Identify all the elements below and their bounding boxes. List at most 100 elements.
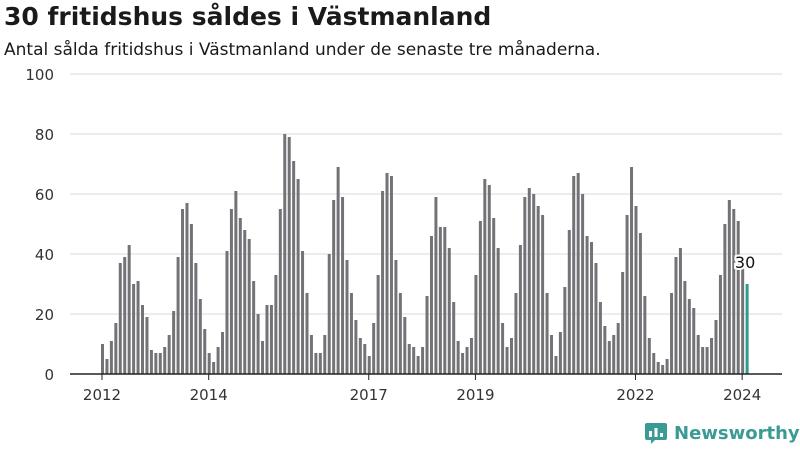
bar: [327, 254, 331, 374]
bar: [474, 275, 478, 374]
bar: [652, 353, 656, 374]
bar: [363, 344, 367, 374]
bar: [741, 260, 745, 374]
bar: [176, 257, 180, 374]
bar: [714, 320, 718, 374]
x-axis-ticks: 2012 2014 2017 2019 2022 2024: [83, 374, 761, 404]
chart-title: 30 fritidshus såldes i Västmanland: [4, 2, 492, 31]
bar: [634, 206, 638, 374]
bar: [305, 293, 309, 374]
bar: [514, 293, 518, 374]
bar: [630, 167, 634, 374]
bar: [594, 263, 598, 374]
bar: [705, 347, 709, 374]
bar: [434, 197, 438, 374]
bar: [447, 248, 451, 374]
bar: [349, 293, 353, 374]
bar: [212, 362, 216, 374]
bar: [207, 353, 211, 374]
bar: [456, 341, 460, 374]
bar: [167, 335, 171, 374]
bar: [692, 308, 696, 374]
bar: [136, 281, 140, 374]
bar: [398, 293, 402, 374]
bar: [683, 281, 687, 374]
bar: [172, 311, 176, 374]
bar: [438, 227, 442, 374]
bar: [221, 332, 225, 374]
bar: [621, 272, 625, 374]
bar: [394, 260, 398, 374]
bar: [478, 221, 482, 374]
bar: [309, 335, 313, 374]
bar: [358, 338, 362, 374]
bar: [452, 302, 456, 374]
bar: [123, 257, 127, 374]
y-tick-label: 60: [35, 186, 54, 204]
bar: [558, 332, 562, 374]
bar: [563, 287, 567, 374]
brand-name: Newsworthy: [674, 422, 800, 444]
bar: [238, 218, 242, 374]
bar: [243, 230, 247, 374]
bar: [287, 137, 291, 374]
bar: [189, 224, 193, 374]
bar: [510, 338, 513, 374]
bar: [301, 251, 305, 374]
bar: [545, 293, 549, 374]
bar: [109, 341, 113, 374]
bar: [314, 353, 318, 374]
bar: [487, 185, 491, 374]
bar: [225, 251, 229, 374]
bar: [505, 347, 509, 374]
bar: [469, 338, 473, 374]
bar: [145, 317, 149, 374]
bar: [643, 296, 647, 374]
bar: [118, 263, 122, 374]
bar: [670, 293, 674, 374]
bar: [154, 353, 158, 374]
annotation: 30: [733, 251, 757, 274]
bar: [701, 347, 705, 374]
bar: [612, 335, 616, 374]
bar: [461, 353, 465, 374]
bar: [389, 176, 393, 374]
bar: [518, 245, 522, 374]
x-tick-label: 2019: [456, 386, 494, 404]
bar: [412, 347, 416, 374]
bar: [274, 275, 278, 374]
y-axis-ticks: 0 20 40 60 80 100: [25, 66, 54, 384]
bar: [536, 206, 540, 374]
bar: [532, 194, 536, 374]
bar: [710, 338, 714, 374]
bar: [732, 209, 736, 374]
bar: [185, 203, 189, 374]
bar: [616, 323, 620, 374]
bar: [265, 305, 269, 374]
bar: [336, 167, 340, 374]
bar: [323, 335, 327, 374]
y-tick-label: 100: [25, 66, 54, 84]
bar: [625, 215, 629, 374]
bar: [296, 179, 300, 374]
x-tick-label: 2017: [350, 386, 388, 404]
bar: [576, 173, 580, 374]
bar: [723, 224, 727, 374]
bar: [229, 209, 233, 374]
bar: [141, 305, 145, 374]
bar: [416, 356, 420, 374]
bar: [727, 200, 731, 374]
bar: [341, 197, 345, 374]
bar: [598, 302, 602, 374]
newsworthy-logo-icon: [645, 423, 667, 444]
last-value-label: 30: [735, 253, 755, 272]
bar: [656, 362, 660, 374]
bar: [163, 347, 167, 374]
bar: [661, 365, 665, 374]
bar: [216, 347, 220, 374]
bar: [603, 326, 607, 374]
bar: [198, 299, 202, 374]
bar: [607, 341, 611, 374]
bar: [247, 239, 251, 374]
